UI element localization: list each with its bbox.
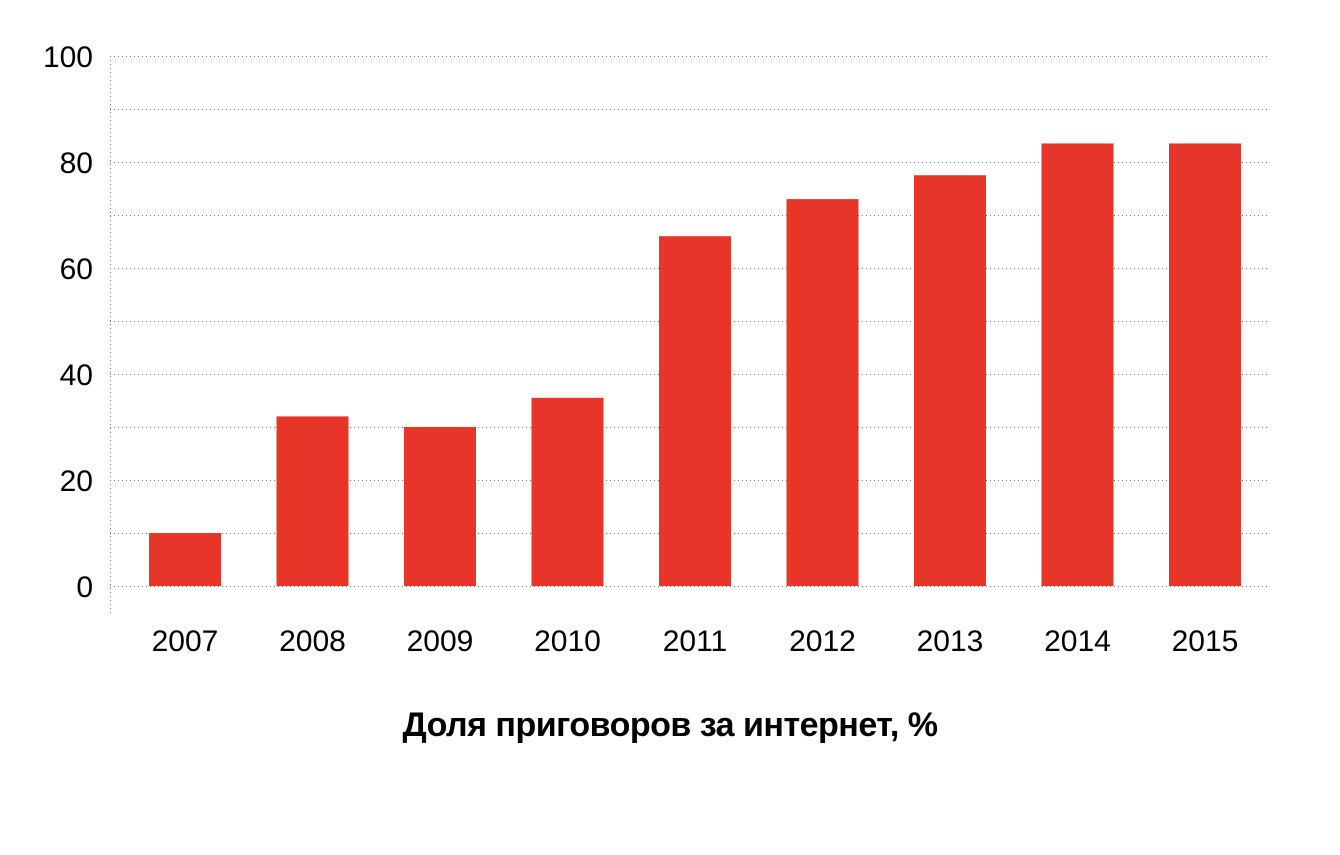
- x-tick-label: 2015: [1172, 625, 1239, 658]
- chart-title: Доля приговоров за интернет, %: [402, 706, 938, 744]
- bar: [1041, 143, 1114, 586]
- y-tick-label: 20: [60, 465, 93, 498]
- y-tick-label: 60: [60, 253, 93, 286]
- y-axis-ticks: 0 20 40 60 80 100: [43, 41, 93, 604]
- x-tick-label: 2011: [663, 625, 728, 658]
- x-tick-label: 2013: [917, 625, 984, 658]
- y-tick-label: 100: [43, 41, 93, 74]
- x-tick-label: 2007: [152, 625, 219, 658]
- x-tick-label: 2008: [279, 625, 346, 658]
- x-tick-label: 2009: [407, 625, 474, 658]
- bar: [786, 199, 859, 586]
- x-axis-ticks: 2007 2008 2009 2010 2011 2012 2013 2014 2015: [152, 625, 1239, 658]
- bar: [149, 533, 221, 586]
- x-tick-label: 2014: [1044, 625, 1111, 658]
- y-tick-label: 0: [76, 571, 93, 604]
- bar: [531, 397, 604, 586]
- y-tick-label: 80: [60, 147, 93, 180]
- bar: [914, 175, 986, 586]
- bar: [659, 236, 731, 586]
- bar: [404, 427, 476, 586]
- bar: [276, 416, 349, 586]
- y-tick-label: 40: [60, 359, 93, 392]
- bars: [149, 143, 1241, 586]
- x-tick-label: 2010: [534, 625, 601, 658]
- bar: [1169, 143, 1241, 586]
- x-tick-label: 2012: [789, 625, 856, 658]
